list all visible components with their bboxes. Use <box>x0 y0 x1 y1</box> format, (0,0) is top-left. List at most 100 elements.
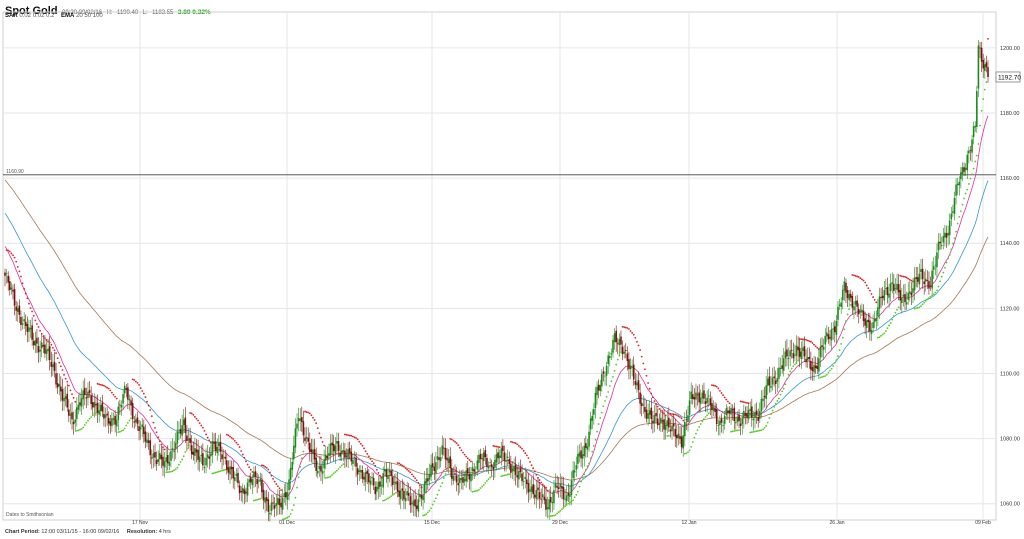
sar-dot <box>845 320 847 322</box>
sar-dot <box>312 416 314 419</box>
sar-dot <box>806 339 809 342</box>
sar-dot <box>56 357 59 359</box>
sar-dot <box>561 508 563 510</box>
sar-dot <box>50 343 53 346</box>
candle-body <box>470 473 472 482</box>
candle-body <box>369 480 372 485</box>
sar-dot <box>774 402 777 405</box>
candle-body <box>36 337 38 344</box>
sar-dot <box>200 424 203 427</box>
candle-body <box>671 425 673 432</box>
sar-dot <box>130 417 132 420</box>
candle-body <box>985 62 988 68</box>
sar-dot <box>873 298 876 301</box>
sar-dot <box>876 336 879 339</box>
sar-dot <box>687 451 689 454</box>
sar-dot <box>749 431 752 434</box>
sar-dot <box>484 481 487 484</box>
candle-body <box>273 505 276 509</box>
sar-dot <box>604 400 606 402</box>
candle-body <box>553 490 555 504</box>
sar-dot <box>695 432 697 435</box>
sar-dot <box>985 81 988 83</box>
sar-dot <box>165 471 168 474</box>
candle-body <box>210 453 212 457</box>
sar-dot <box>363 447 365 450</box>
candle-body <box>293 445 295 460</box>
candle-body <box>615 330 617 343</box>
sar-dot <box>160 443 163 446</box>
sar-dot <box>93 413 96 415</box>
candle-body <box>117 406 120 420</box>
sar-dot <box>173 469 176 472</box>
sar-dot <box>837 355 839 358</box>
candle-body <box>321 470 324 474</box>
sar-dot <box>959 210 962 213</box>
sar-dot <box>583 473 586 476</box>
sar-dot <box>490 475 493 477</box>
sar-dot <box>856 275 859 278</box>
sar-dot <box>87 419 89 422</box>
candle-body <box>414 499 416 507</box>
sar-dot <box>773 406 776 408</box>
candle-body <box>503 452 506 461</box>
sar-dot <box>971 173 973 176</box>
sar-dot <box>620 351 622 354</box>
candle-body <box>165 457 167 462</box>
sar-dot <box>96 382 99 385</box>
candle-body <box>91 402 94 408</box>
candle-body <box>637 380 640 391</box>
candle-body <box>261 480 263 493</box>
sar-dot <box>305 411 308 413</box>
candle-body <box>586 446 589 450</box>
sar-dot <box>757 429 760 432</box>
sar-dot <box>843 328 846 331</box>
candle-body <box>213 442 215 444</box>
candle-body <box>494 459 496 468</box>
candle-body <box>519 468 522 472</box>
candle-body <box>524 476 527 479</box>
candle-body <box>122 394 124 404</box>
sar-dot <box>466 457 469 460</box>
candle-body <box>324 455 327 461</box>
candle-body <box>187 438 190 440</box>
candle-body <box>146 439 148 444</box>
candle-body <box>818 358 820 372</box>
candle-body <box>754 411 756 418</box>
candle-body <box>760 399 763 412</box>
sar-dot <box>214 471 217 474</box>
candle-body <box>915 277 917 279</box>
candle-body <box>315 457 317 471</box>
sar-dot <box>37 326 40 328</box>
sar-dot <box>545 486 547 489</box>
candle-body <box>251 479 254 485</box>
candle-body <box>312 449 314 455</box>
candle-body <box>391 476 394 485</box>
sar-dot <box>337 467 340 470</box>
sar-dot <box>323 444 326 447</box>
candle-body <box>570 480 573 496</box>
candle-body <box>669 429 672 432</box>
candle-body <box>901 298 903 303</box>
sar-dot <box>58 361 61 364</box>
candle-body <box>71 412 73 420</box>
candle-body <box>58 384 61 387</box>
candle-body <box>155 460 158 464</box>
sar-dot <box>586 465 589 468</box>
candle-body <box>498 455 501 458</box>
timestamp: 08:30 09/02/16 <box>62 10 103 16</box>
candle-body <box>13 289 16 306</box>
sar-dot <box>825 373 828 376</box>
candle-body <box>510 463 512 473</box>
candle-body <box>948 220 951 236</box>
sar-dot <box>944 266 946 269</box>
sar-dot <box>741 400 744 403</box>
candle-body <box>722 425 724 426</box>
sar-dot <box>554 514 557 516</box>
sar-dot <box>430 507 432 510</box>
sar-dot <box>48 341 51 344</box>
candle-body <box>680 436 683 448</box>
candle-body <box>800 351 803 360</box>
candle-body <box>605 365 608 376</box>
